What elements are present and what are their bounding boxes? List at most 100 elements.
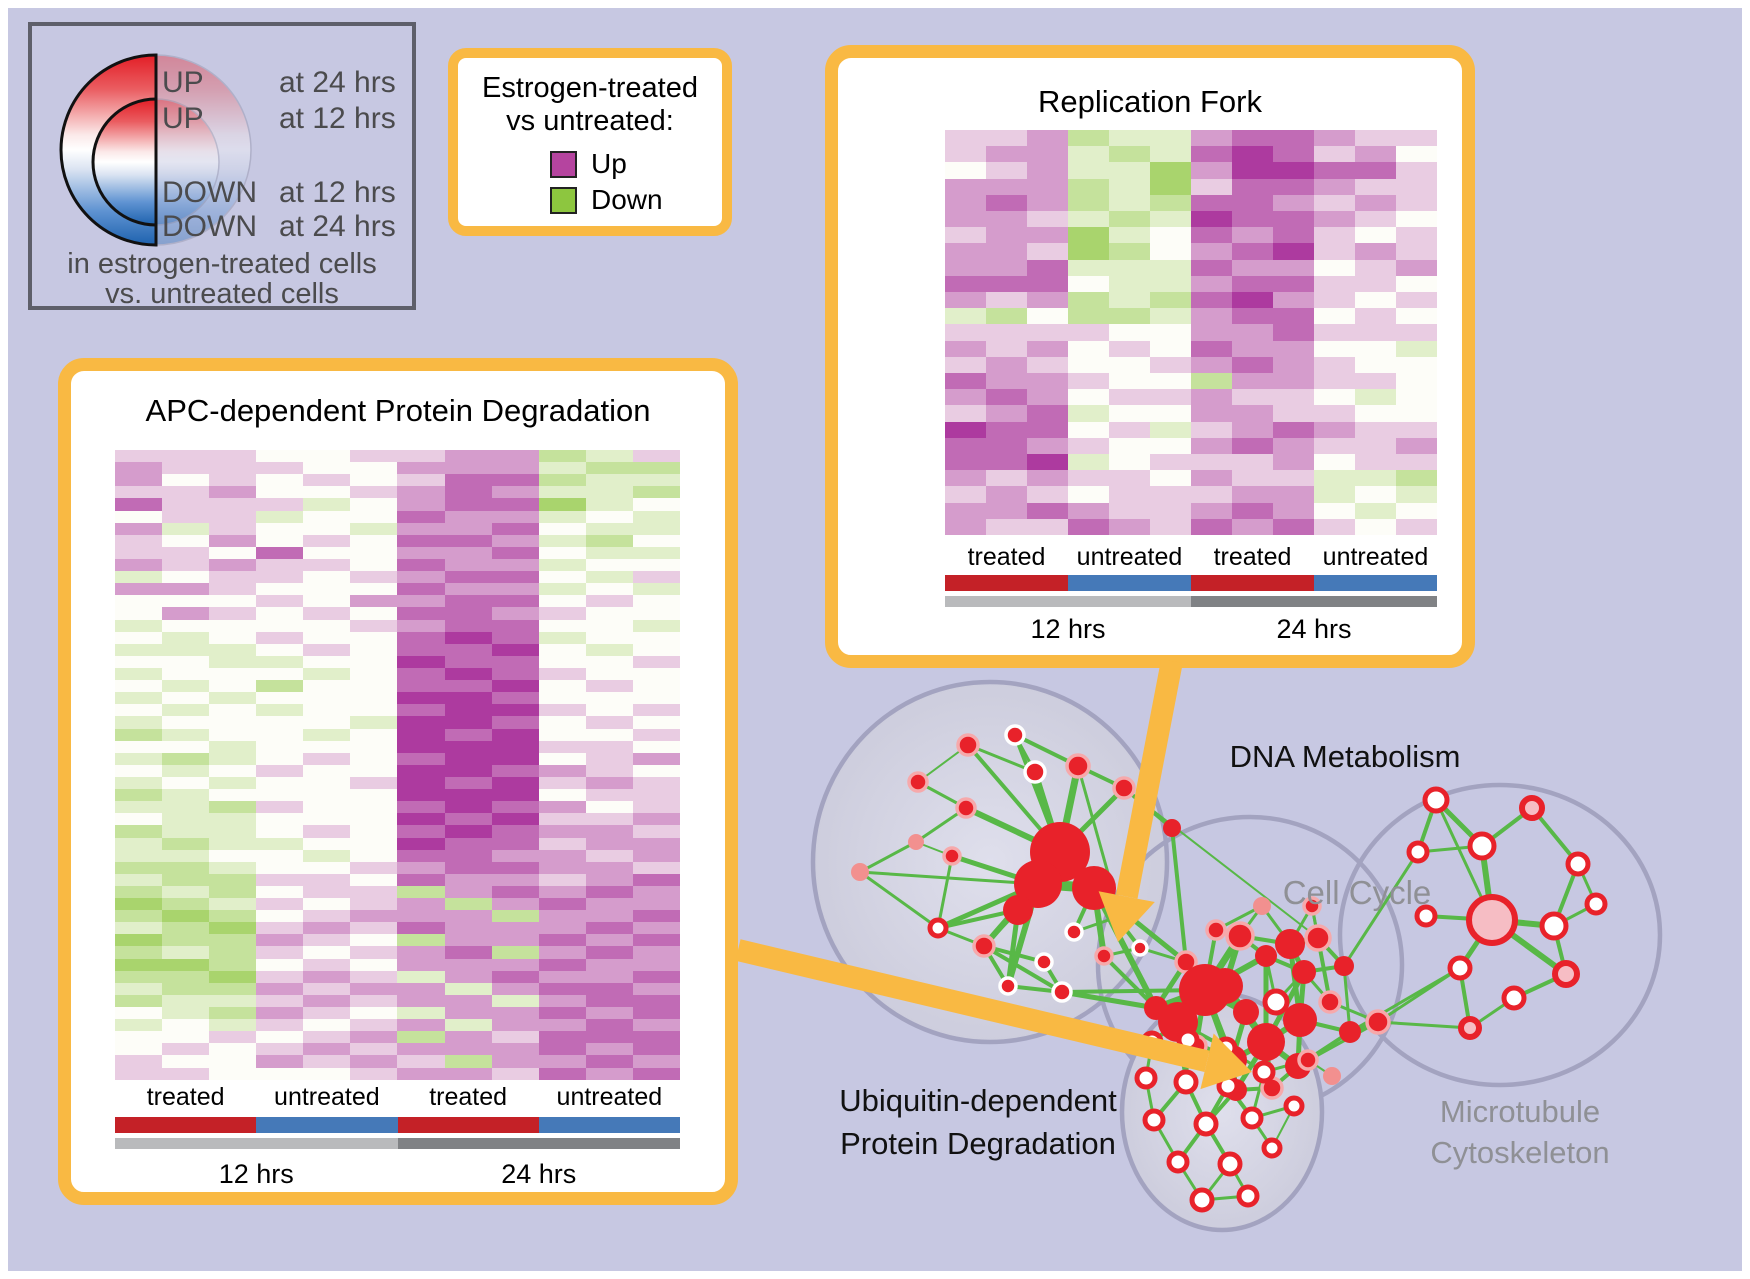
heatmap-cell [209, 849, 257, 862]
heatmap-cell [1191, 227, 1232, 244]
heatmap-row [945, 211, 1437, 228]
heatmap-cell [256, 450, 304, 463]
heatmap-cell [945, 130, 986, 147]
heatmap-cell [945, 146, 986, 163]
heatmap-cell [986, 146, 1027, 163]
heatmap-cell [632, 474, 680, 487]
heatmap-cell [1068, 178, 1109, 195]
heatmap-cell [115, 970, 163, 983]
heatmap-cell [1232, 470, 1273, 487]
heatmap-cell [1273, 340, 1314, 357]
heatmap-cell [945, 356, 986, 374]
heatmap-cell [1109, 340, 1150, 357]
heatmap-cell [397, 982, 445, 995]
heatmap-cell [1150, 373, 1191, 390]
apc-panel: APC-dependent Protein Degradation treate… [58, 358, 738, 1205]
heatmap-cell [491, 982, 539, 995]
heatmap-cell [1068, 356, 1109, 374]
heatmap-row [115, 1055, 680, 1068]
heatmap-cell [986, 243, 1027, 260]
heatmap-cell [115, 789, 163, 802]
heatmap-cell [1355, 194, 1396, 212]
heatmap-cell [1232, 292, 1273, 309]
heatmap-cell [538, 958, 586, 971]
heatmap-cell [115, 728, 163, 741]
heatmap-cell [303, 607, 351, 620]
heatmap-cell [1109, 211, 1150, 228]
heatmap-cell [209, 1043, 257, 1056]
heatmap-cell [162, 728, 210, 741]
heatmap-cell [444, 692, 492, 705]
heatmap-cell [1109, 162, 1150, 179]
time-bar-segment [945, 596, 1191, 607]
heatmap-cell [303, 825, 351, 838]
heatmap-cell [115, 958, 163, 971]
heatmap-cell [1191, 454, 1232, 471]
heatmap-cell [1232, 211, 1273, 228]
heatmap-cell [632, 462, 680, 475]
heatmap-row [945, 389, 1437, 406]
heatmap-cell [491, 898, 539, 911]
heatmap-cell [1273, 356, 1314, 374]
heatmap-cell [986, 356, 1027, 374]
heatmap-cell [1027, 502, 1068, 519]
heatmap-cell [1191, 518, 1232, 536]
treatment-bar-segment [1191, 575, 1314, 591]
heatmap-cell [256, 583, 304, 596]
heatmap-cell [491, 813, 539, 826]
heatmap-row [115, 801, 680, 814]
heatmap-cell [444, 595, 492, 608]
heatmap-cell [1109, 324, 1150, 341]
heatmap-cell [162, 498, 210, 511]
heatmap-cell [1068, 227, 1109, 244]
heatmap-cell [1109, 389, 1150, 406]
heatmap-cell [397, 619, 445, 632]
heatmap-cell [1396, 146, 1437, 163]
heatmap-cell [585, 1031, 633, 1044]
heatmap-cell [162, 534, 210, 547]
group-label: untreated [556, 1083, 663, 1111]
heatmap-row [945, 178, 1437, 195]
heatmap-cell [986, 389, 1027, 406]
heatmap-cell [585, 643, 633, 656]
heatmap-cell [945, 389, 986, 406]
heatmap-row [115, 789, 680, 802]
heatmap-cell [162, 813, 210, 826]
heatmap-cell [1150, 194, 1191, 212]
heatmap-cell [1068, 470, 1109, 487]
heatmap-cell [397, 1067, 445, 1080]
heatmap-cell [350, 946, 398, 959]
heatmap-cell [1355, 130, 1396, 147]
heatmap-cell [209, 910, 257, 923]
heatmap-cell [303, 898, 351, 911]
heatmap-cell [945, 211, 986, 228]
heatmap-cell [256, 558, 304, 572]
heatmap-cell [162, 486, 210, 499]
heatmap-cell [1150, 308, 1191, 325]
heatmap-cell [491, 1019, 539, 1032]
heatmap-cell [303, 1067, 351, 1080]
heatmap-cell [1191, 356, 1232, 374]
heatmap-cell [1232, 162, 1273, 179]
direction-legend-box: UP at 24 hrs UP at 12 hrs DOWN at 12 hrs… [28, 22, 416, 310]
heatmap-row [945, 146, 1437, 163]
heatmap-cell [632, 1067, 680, 1080]
heatmap-cell [444, 740, 492, 753]
heatmap-cell [1150, 389, 1191, 406]
down-label: Down [591, 184, 663, 215]
heatmap-cell [256, 958, 304, 971]
heatmap-cell [1355, 227, 1396, 244]
heatmap-cell [115, 934, 163, 947]
heatmap-cell [1232, 340, 1273, 357]
color-legend-box: Estrogen-treated vs untreated: Up Down [448, 48, 732, 236]
heatmap-cell [585, 994, 633, 1008]
heatmap-cell [350, 764, 398, 777]
heatmap-cell [1191, 389, 1232, 406]
heatmap-cell [1232, 194, 1273, 212]
heatmap-cell [162, 752, 210, 765]
heatmap-cell [1068, 243, 1109, 260]
heatmap-cell [397, 583, 445, 596]
heatmap-cell [1150, 470, 1191, 487]
heatmap-cell [209, 1055, 257, 1068]
heatmap-cell [538, 667, 586, 681]
